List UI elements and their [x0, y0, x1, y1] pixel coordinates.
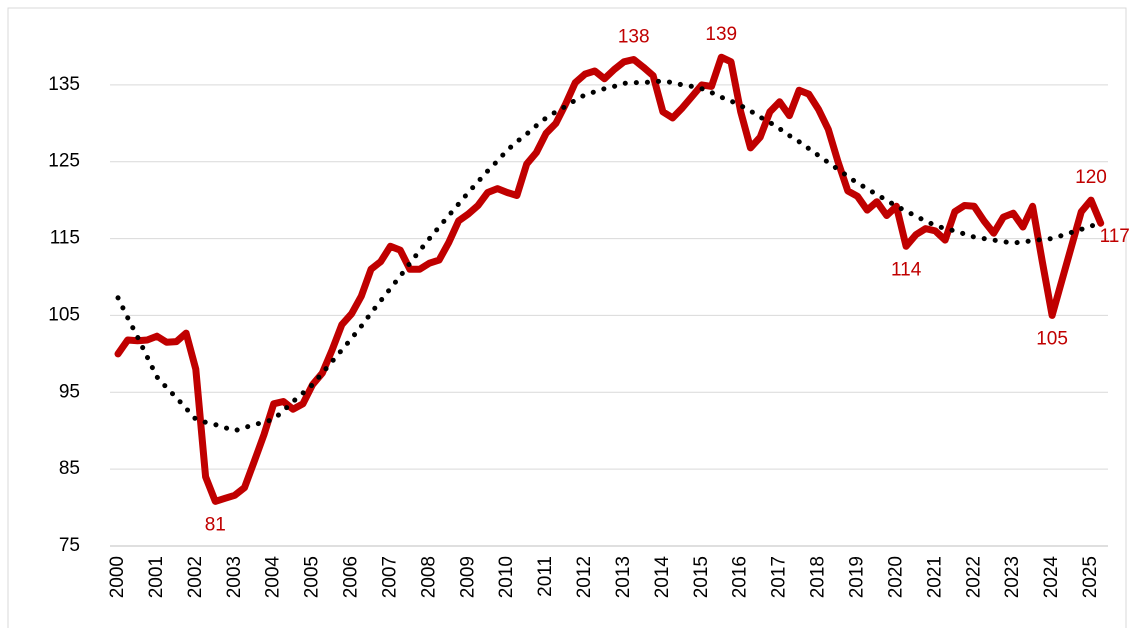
trend-line: [115, 78, 1104, 434]
data-label: 138: [618, 27, 650, 48]
x-tick-label: 2023: [1002, 556, 1023, 598]
x-tick-label: 2010: [496, 556, 517, 598]
x-tick-label: 2016: [730, 556, 751, 598]
y-tick-label: 95: [59, 381, 80, 402]
y-tick-label: 125: [48, 151, 80, 172]
x-tick-label: 2004: [263, 556, 284, 599]
x-tick-label: 2006: [341, 556, 362, 598]
x-tick-label: 2008: [418, 556, 439, 598]
x-tick-label: 2005: [302, 556, 323, 598]
x-tick-label: 2002: [185, 556, 206, 598]
y-tick-label: 105: [48, 304, 80, 325]
data-label: 120: [1075, 167, 1107, 188]
x-tick-label: 2007: [379, 556, 400, 598]
x-tick-label: 2014: [652, 556, 673, 599]
x-tick-label: 2009: [457, 556, 478, 598]
data-label: 117: [1100, 226, 1130, 247]
x-tick-label: 2020: [885, 556, 906, 598]
x-tick-label: 2025: [1080, 556, 1101, 598]
x-tick-label: 2022: [963, 556, 984, 598]
x-tick-label: 2000: [107, 556, 128, 598]
x-tick-label: 2021: [924, 556, 945, 598]
x-tick-label: 2017: [769, 556, 790, 598]
chart-frame: [7, 7, 1127, 628]
x-tick-label: 2003: [224, 556, 245, 598]
y-tick-label: 75: [59, 535, 80, 556]
data-label: 139: [705, 24, 737, 45]
x-tick-label: 2015: [691, 556, 712, 598]
x-tick-label: 2011: [535, 556, 556, 597]
data-label: 114: [891, 259, 922, 280]
x-tick-label: 2012: [574, 556, 595, 598]
y-tick-label: 115: [50, 228, 80, 249]
x-tick-label: 2018: [808, 556, 829, 598]
y-tick-label: 85: [59, 458, 80, 479]
x-tick-label: 2013: [613, 556, 634, 598]
data-line: [114, 53, 1105, 505]
data-label: 81: [205, 514, 226, 535]
y-tick-label: 135: [48, 74, 80, 95]
data-label: 105: [1036, 328, 1068, 349]
x-tick-label: 2001: [146, 556, 167, 598]
x-tick-label: 2024: [1041, 556, 1062, 599]
x-tick-label: 2019: [846, 556, 867, 598]
